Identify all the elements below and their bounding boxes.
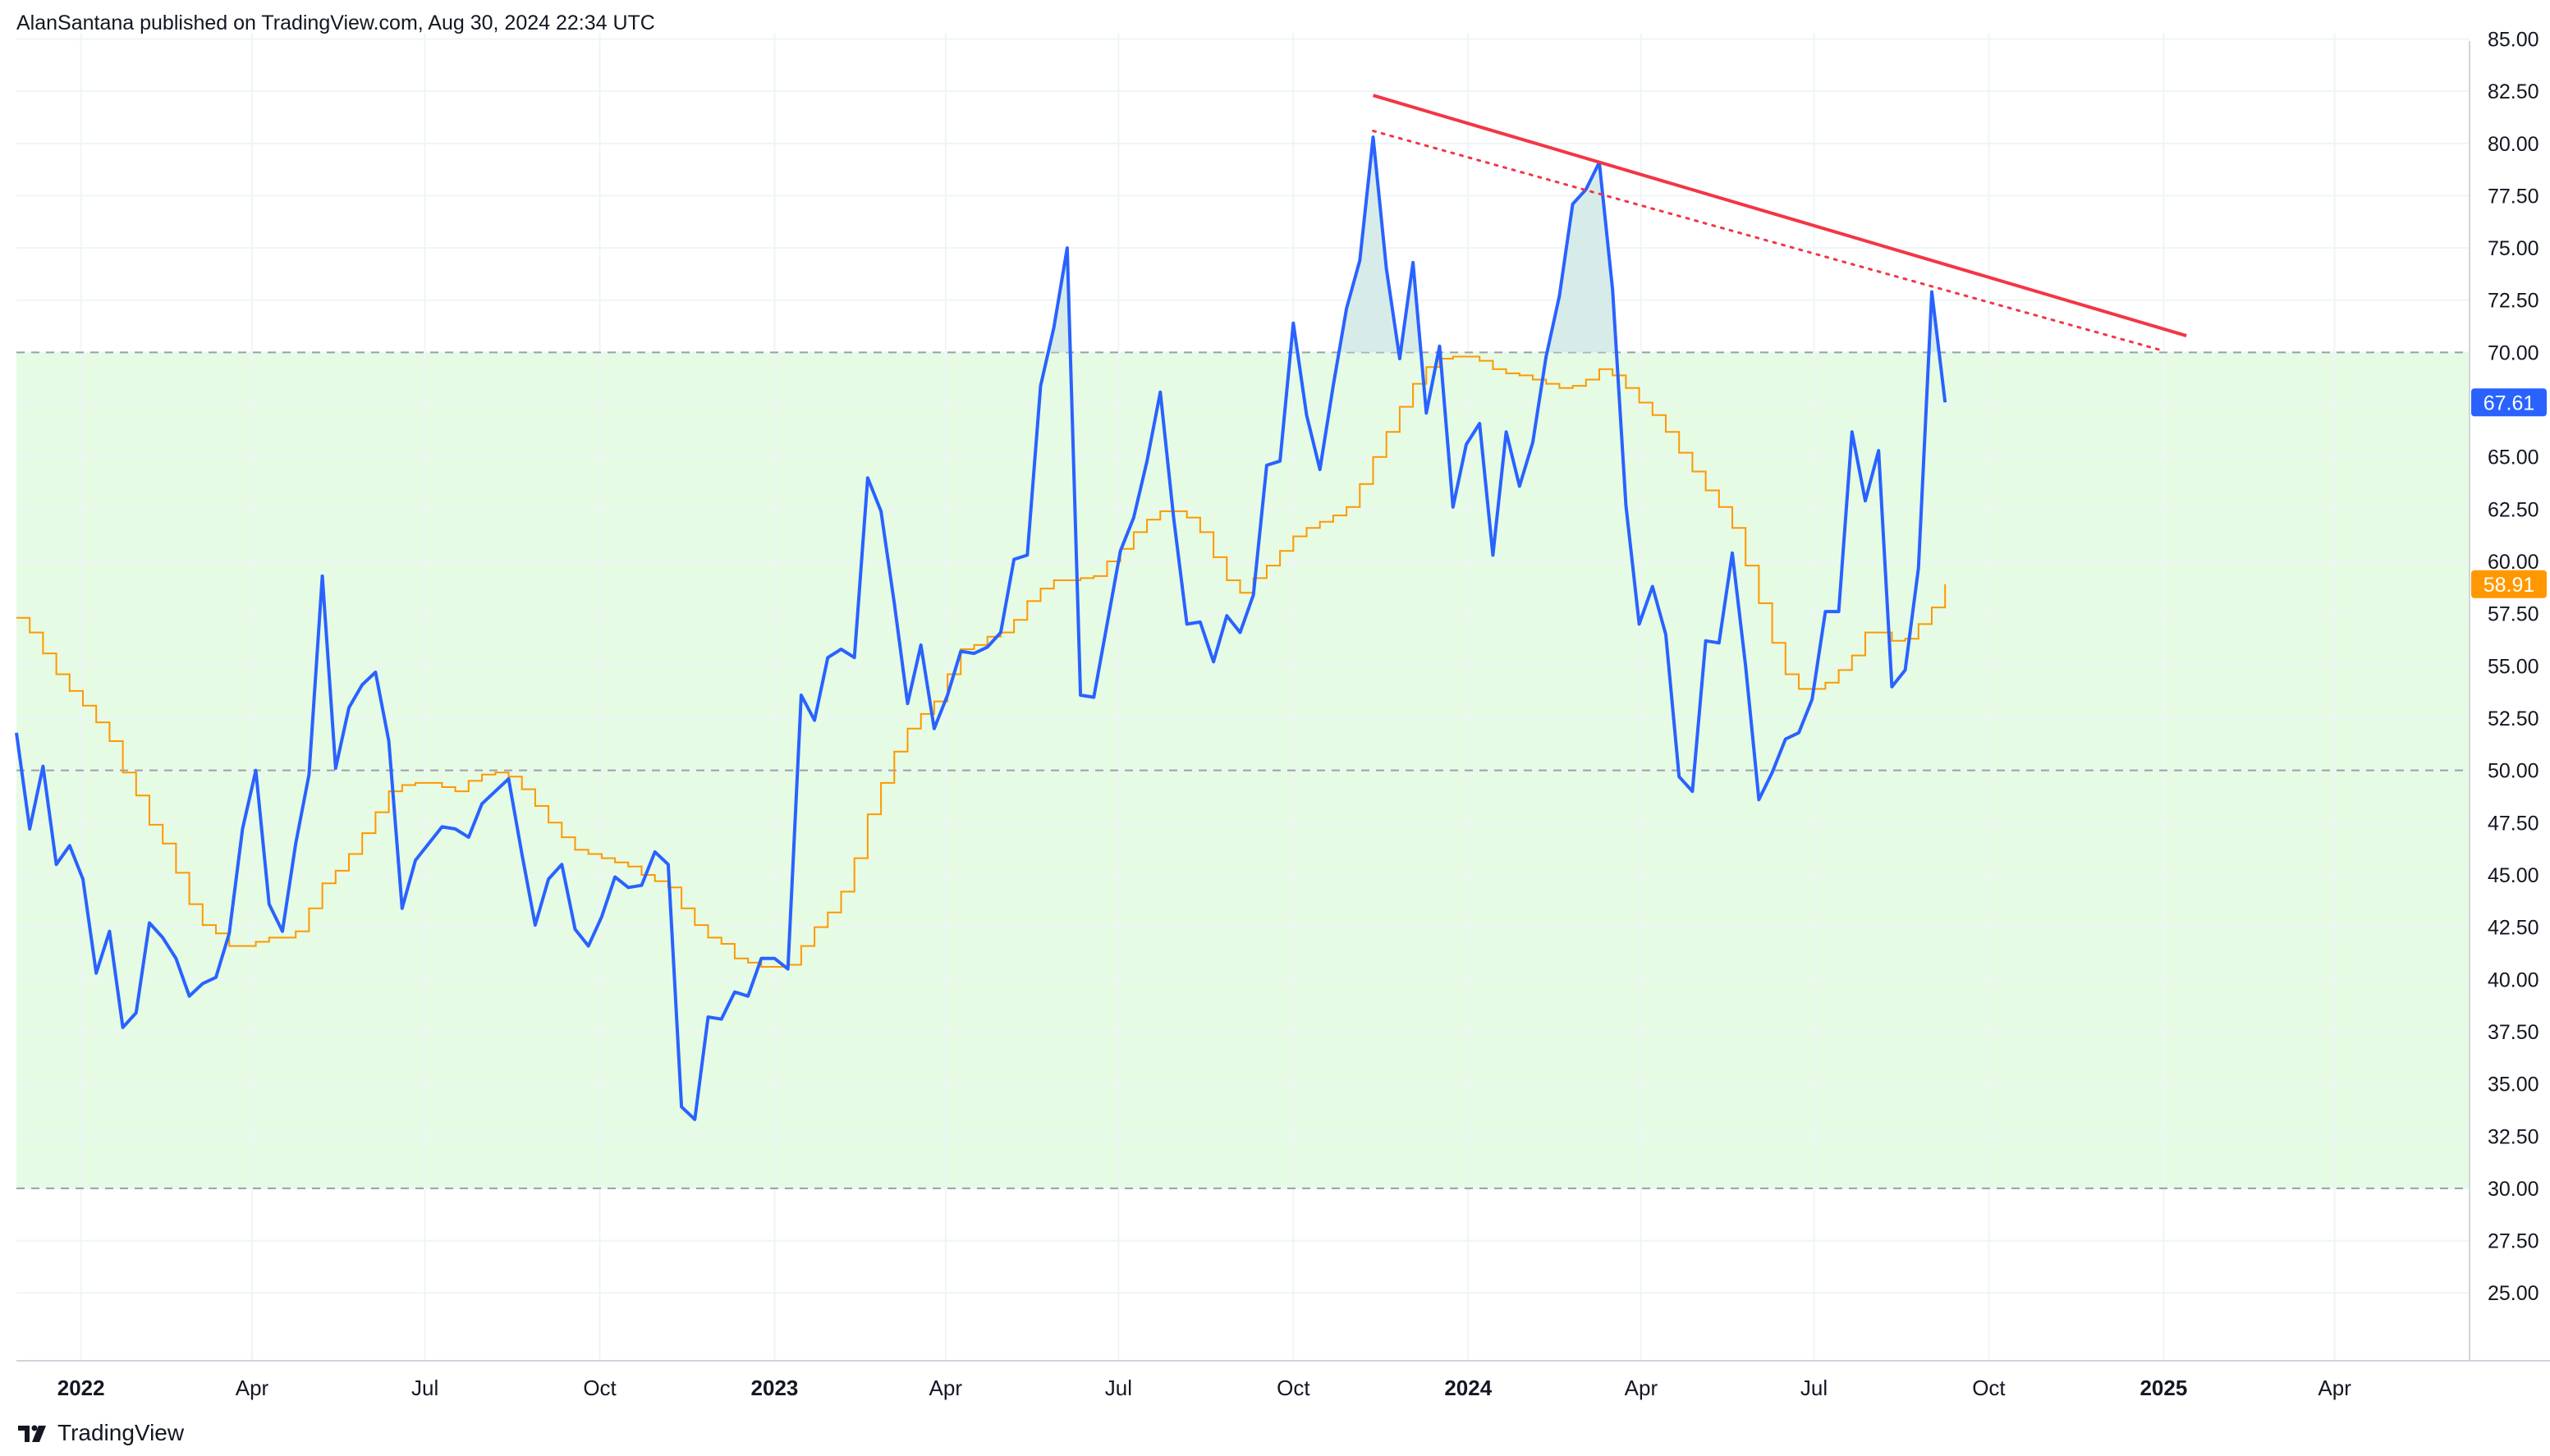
- footer-brand: TradingView: [57, 1420, 185, 1445]
- rsi-ma-value-badge-label: 58.91: [2483, 574, 2535, 597]
- price-tick-label: 70.00: [2488, 341, 2539, 364]
- price-tick-label: 65.00: [2488, 446, 2539, 469]
- time-tick-label: 2025: [2140, 1376, 2187, 1400]
- price-tick-label: 80.00: [2488, 133, 2539, 156]
- solid-trendline[interactable]: [1372, 94, 2187, 337]
- time-tick-label: Oct: [583, 1376, 617, 1400]
- price-tick-label: 35.00: [2488, 1074, 2539, 1097]
- rsi-ma-value-badge: [2471, 570, 2547, 598]
- time-tick-label: Apr: [2318, 1376, 2351, 1400]
- price-tick-label: 62.50: [2488, 498, 2539, 521]
- price-tick-label: 55.00: [2488, 655, 2539, 678]
- price-tick-label: 57.50: [2488, 603, 2539, 626]
- price-tick-label: 75.00: [2488, 237, 2539, 260]
- time-tick-label: Jul: [1800, 1376, 1828, 1400]
- price-tick-label: 72.50: [2488, 290, 2539, 313]
- price-tick-label: 82.50: [2488, 80, 2539, 103]
- time-tick-label: Jul: [1105, 1376, 1132, 1400]
- price-tick-label: 52.50: [2488, 707, 2539, 730]
- time-axis[interactable]: 2022 Apr Jul Oct 2023 Apr Jul Oct 2024 Apr Jul Oct 2…: [57, 1376, 2351, 1400]
- time-tick-label: Jul: [411, 1376, 438, 1400]
- time-tick-label: 2023: [751, 1376, 799, 1400]
- rsi-value-badge-label: 67.61: [2483, 391, 2535, 414]
- time-tick-label: Apr: [236, 1376, 269, 1400]
- tradingview-logo-icon: [18, 1425, 46, 1442]
- overbought-fill: [1401, 262, 1421, 353]
- level-lines: [16, 351, 2470, 1189]
- rsi-ma-line: [16, 355, 1947, 968]
- publisher-header: AlanSantana published on TradingView.com…: [16, 11, 655, 34]
- price-tick-label: 77.50: [2488, 185, 2539, 208]
- price-tick-label: 60.00: [2488, 551, 2539, 574]
- price-tick-label: 27.50: [2488, 1230, 2539, 1253]
- price-tick-label: 37.50: [2488, 1021, 2539, 1044]
- price-tick-label: 32.50: [2488, 1125, 2539, 1148]
- rsi-value-badge: [2471, 388, 2547, 417]
- price-tick-label: 50.00: [2488, 760, 2539, 783]
- footer[interactable]: TradingView: [16, 1420, 184, 1446]
- horizontal-gridlines: [16, 38, 2470, 1294]
- time-tick-label: Apr: [1625, 1376, 1658, 1400]
- overbought-fill: [1547, 162, 1617, 353]
- rsi-line: [15, 135, 1947, 1121]
- time-tick-label: Oct: [1277, 1376, 1310, 1400]
- dotted-trendline[interactable]: [1372, 129, 2163, 352]
- time-tick-label: Oct: [1972, 1376, 2006, 1400]
- overbought-fills: [1048, 137, 1939, 353]
- overbought-fill: [1338, 137, 1399, 353]
- price-axis[interactable]: 85.0082.5080.0077.5075.0072.5070.0067.50…: [2488, 28, 2539, 1305]
- price-tick-label: 47.50: [2488, 812, 2539, 835]
- price-tick-label: 30.00: [2488, 1178, 2539, 1201]
- trendlines[interactable]: [1372, 94, 2187, 352]
- price-tick-label: 85.00: [2488, 28, 2539, 51]
- price-tick-label: 40.00: [2488, 968, 2539, 991]
- time-tick-label: 2022: [57, 1376, 105, 1400]
- time-tick-label: Apr: [929, 1376, 963, 1400]
- last-value-badges: 67.61 58.91: [2471, 388, 2547, 598]
- time-tick-label: 2024: [1444, 1376, 1492, 1400]
- price-tick-label: 25.00: [2488, 1282, 2539, 1305]
- price-tick-label: 42.50: [2488, 917, 2539, 940]
- price-tick-label: 45.00: [2488, 864, 2539, 887]
